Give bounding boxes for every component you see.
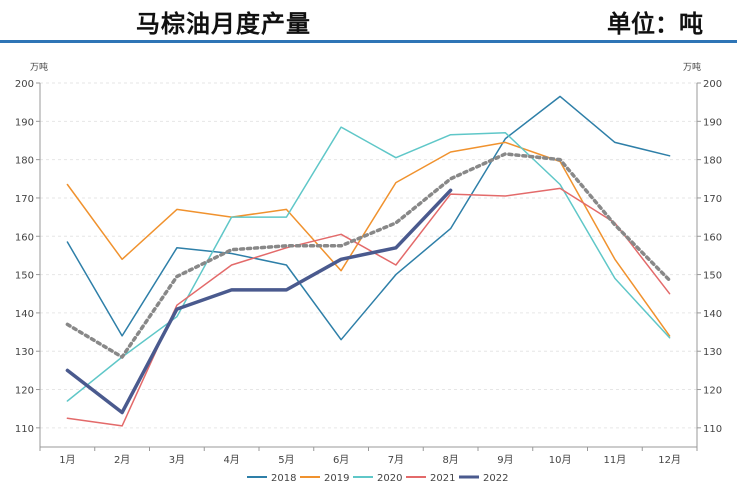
y-tick-label-right: 180 [703, 156, 722, 167]
y-tick-label-left: 200 [15, 79, 34, 90]
x-tick-label: 1月 [59, 454, 75, 466]
series-line-2022 [65, 188, 453, 415]
x-tick-label: 3月 [169, 454, 185, 466]
header-divider [0, 40, 737, 43]
x-tick-label: 10月 [549, 454, 572, 466]
y-unit-left: 万吨 [30, 61, 48, 73]
y-tick-label-left: 140 [15, 309, 34, 320]
y-tick-label-left: 190 [15, 117, 34, 128]
y-tick-label-left: 130 [15, 347, 34, 358]
x-tick-label: 5月 [278, 454, 294, 466]
y-tick-label-right: 200 [703, 79, 722, 90]
y-tick-label-right: 150 [703, 271, 722, 282]
x-tick-label: 7月 [388, 454, 404, 466]
header: 马棕油月度产量 单位：吨 [0, 0, 737, 43]
x-tick-label: 8月 [442, 454, 458, 466]
y-unit-right: 万吨 [683, 61, 701, 73]
gridlines [40, 82, 697, 429]
legend-label-2022: 2022 [483, 473, 508, 484]
y-tick-label-right: 110 [703, 424, 722, 435]
y-tick-label-left: 170 [15, 194, 34, 205]
chart-title: 马棕油月度产量 [136, 10, 311, 38]
x-tick-label: 11月 [604, 454, 627, 466]
y-tick-label-right: 160 [703, 232, 722, 243]
series-line-2019 [66, 141, 671, 337]
x-tick-label: 6月 [333, 454, 349, 466]
y-tick-label-right: 170 [703, 194, 722, 205]
series-line-2020 [66, 126, 671, 402]
legend-label-2019: 2019 [324, 473, 349, 484]
y-tick-label-left: 110 [15, 424, 34, 435]
axes: 110 110 120 120 130 130 140 140 150 150 160 160 170 1… [15, 61, 722, 466]
x-tick-label: 12月 [658, 454, 681, 466]
series-line-dotted [65, 152, 672, 359]
y-tick-label-left: 120 [15, 386, 34, 397]
x-tick-label: 4月 [223, 454, 239, 466]
y-tick-label-left: 150 [15, 271, 34, 282]
series-lines [65, 95, 672, 427]
legend-label-2021: 2021 [430, 473, 455, 484]
legend-label-2018: 2018 [271, 473, 296, 484]
legend-label-2020: 2020 [377, 473, 402, 484]
unit-label: 单位：吨 [607, 10, 703, 38]
series-line-2018 [66, 95, 671, 341]
y-tick-label-right: 190 [703, 117, 722, 128]
x-tick-label: 9月 [497, 454, 513, 466]
y-tick-label-right: 120 [703, 386, 722, 397]
y-tick-label-left: 160 [15, 232, 34, 243]
palm-oil-line-chart: 110 110 120 120 130 130 140 140 150 150 160 160 170 1… [15, 61, 722, 484]
x-tick-label: 2月 [114, 454, 130, 466]
y-tick-label-right: 140 [703, 309, 722, 320]
y-tick-label-left: 180 [15, 156, 34, 167]
y-tick-label-right: 130 [703, 347, 722, 358]
legend: 2018 2019 2020 2021 2022 [247, 473, 508, 484]
